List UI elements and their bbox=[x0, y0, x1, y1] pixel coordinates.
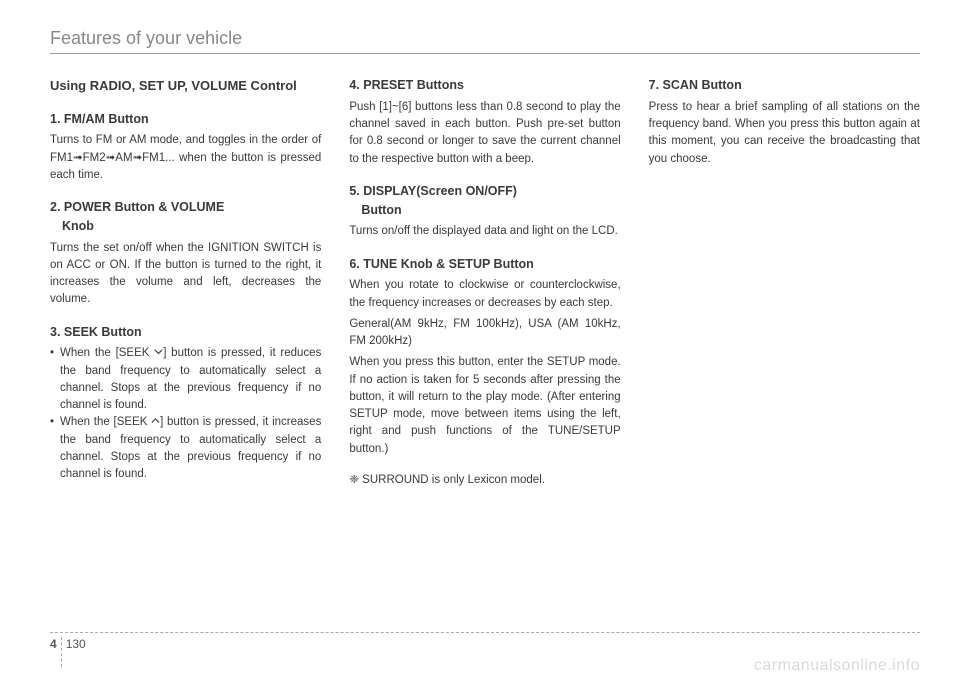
page-container: Features of your vehicle Using RADIO, SE… bbox=[0, 0, 960, 689]
bullet-dot-icon: • bbox=[50, 414, 60, 483]
para-display: Turns on/off the displayed data and ligh… bbox=[349, 223, 620, 240]
para-tune-a: When you rotate to clockwise or counter­… bbox=[349, 277, 620, 312]
para-fm-am: Turns to FM or AM mode, and toggles in t… bbox=[50, 132, 321, 184]
seek-up-pre: When the [SEEK bbox=[60, 416, 151, 428]
heading-tune: 6. TUNE Knob & SETUP Button bbox=[349, 255, 620, 274]
page-number: 130 bbox=[61, 637, 86, 667]
heading-fm-am: 1. FM/AM Button bbox=[50, 110, 321, 129]
heading-display-l1: 5. DISPLAY(Screen ON/OFF) bbox=[349, 184, 517, 198]
chapter-number: 4 bbox=[50, 637, 61, 651]
para-tune-b: General(AM 9kHz, FM 100kHz), USA (AM 10k… bbox=[349, 316, 620, 351]
bullet-seek-up: • When the [SEEK ] button is pressed, it… bbox=[50, 414, 321, 483]
heading-display: 5. DISPLAY(Screen ON/OFF) Button bbox=[349, 182, 620, 220]
column-1: Using RADIO, SET UP, VOLUME Control 1. F… bbox=[50, 76, 321, 493]
heading-seek: 3. SEEK Button bbox=[50, 323, 321, 342]
main-heading: Using RADIO, SET UP, VOLUME Control bbox=[50, 76, 321, 96]
chevron-down-icon bbox=[154, 349, 163, 355]
heading-scan: 7. SCAN Button bbox=[649, 76, 920, 95]
section-title: Features of your vehicle bbox=[50, 28, 920, 54]
para-scan: Press to hear a brief sampling of all st… bbox=[649, 99, 920, 168]
content-columns: Using RADIO, SET UP, VOLUME Control 1. F… bbox=[50, 76, 920, 493]
column-3: 7. SCAN Button Press to hear a brief sam… bbox=[649, 76, 920, 493]
para-preset: Push [1]~[6] buttons less than 0.8 secon… bbox=[349, 99, 620, 168]
chevron-up-icon bbox=[151, 418, 160, 424]
heading-power-l1: 2. POWER Button & VOLUME bbox=[50, 200, 224, 214]
heading-display-l2: Button bbox=[349, 203, 401, 217]
heading-preset: 4. PRESET Buttons bbox=[349, 76, 620, 95]
bullet-seek-down: • When the [SEEK ] button is pressed, it… bbox=[50, 345, 321, 414]
heading-power: 2. POWER Button & VOLUME Knob bbox=[50, 198, 321, 236]
heading-power-l2: Knob bbox=[50, 219, 94, 233]
bullet-seek-up-text: When the [SEEK ] button is pressed, it i… bbox=[60, 414, 321, 483]
surround-note: ❈ SURROUND is only Lexicon model. bbox=[349, 472, 620, 489]
bullet-dot-icon: • bbox=[50, 345, 60, 414]
para-tune-c: When you press this button, enter the SE… bbox=[349, 354, 620, 458]
watermark-text: carmanualsonline.info bbox=[754, 657, 920, 675]
seek-down-pre: When the [SEEK bbox=[60, 347, 154, 359]
bullet-seek-down-text: When the [SEEK ] button is pressed, it r… bbox=[60, 345, 321, 414]
para-power: Turns the set on/off when the IGNITION S… bbox=[50, 240, 321, 309]
column-2: 4. PRESET Buttons Push [1]~[6] buttons l… bbox=[349, 76, 620, 493]
